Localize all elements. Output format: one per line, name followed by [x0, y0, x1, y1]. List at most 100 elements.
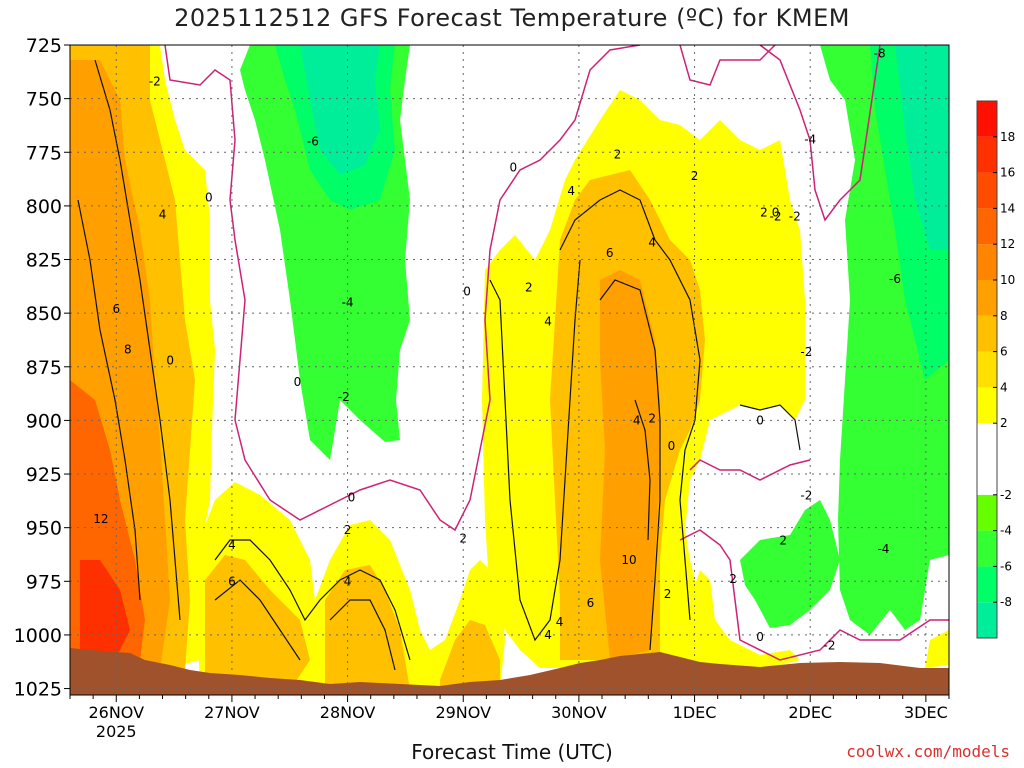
colorbar-tick-label: -2 — [1000, 488, 1012, 502]
x-tick-label: 3DEC — [904, 703, 948, 722]
colorbar-frame — [976, 100, 998, 639]
x-tick-label: 26NOV — [88, 703, 144, 722]
y-tick-label: 725 — [26, 35, 62, 57]
plot-area — [70, 45, 949, 695]
contour-label: -4 — [877, 542, 889, 556]
colorbar: -8 -6 -4 -2 2 4 6 8 10 12 14 16 18 — [976, 100, 1015, 639]
contour-label: 2 — [729, 572, 737, 586]
contour-label: 6 — [112, 302, 120, 316]
colorbar-tick-label: 14 — [1000, 201, 1015, 215]
warm-region-low-4b — [325, 565, 410, 690]
colorbar-tick-label: 10 — [1000, 273, 1015, 287]
colorbar-bin — [977, 244, 997, 280]
warm-region-central-8 — [600, 270, 660, 660]
contour-label: 10 — [621, 553, 636, 567]
contour-label: 4 — [159, 207, 167, 221]
y-tick-label: 825 — [26, 250, 62, 272]
y-tick-label: 1025 — [14, 679, 62, 701]
colorbar-bin — [977, 315, 997, 352]
y-tick-label: 975 — [26, 571, 62, 593]
contour-label: -2 — [770, 210, 782, 224]
contour-label: 2 — [648, 411, 656, 425]
contour-label: 4 — [648, 235, 656, 249]
colorbar-bin — [977, 208, 997, 245]
contour-label: 12 — [93, 512, 108, 526]
contour-label: 4 — [633, 413, 641, 427]
x-tick-label: 29NOV — [435, 703, 491, 722]
contour-label: 8 — [124, 343, 132, 357]
x-axis-title: Forecast Time (UTC) — [411, 740, 613, 764]
contour-label: 0 — [205, 190, 213, 204]
colorbar-bin — [977, 566, 997, 603]
y-tick-label: 850 — [26, 303, 62, 325]
ground-terrain — [70, 648, 949, 695]
colorbar-tick-label: 8 — [1000, 309, 1008, 323]
colorbar-bin — [977, 494, 997, 531]
contour-label: 0 — [668, 439, 676, 453]
y-tick-label: 775 — [26, 142, 62, 164]
contour-label: 2 — [525, 280, 533, 294]
contour-label: -2 — [338, 390, 350, 404]
colorbar-bin — [977, 351, 997, 388]
contour-label: -4 — [342, 295, 354, 309]
contour-label: -2 — [800, 488, 812, 502]
contour-label: -8 — [874, 47, 886, 61]
x-tick-label: 27NOV — [204, 703, 260, 722]
y-tick-label: 950 — [26, 518, 62, 540]
y-tick-label: 925 — [26, 464, 62, 486]
contour-label: -2 — [800, 345, 812, 359]
y-axis: 725 750 775 800 825 850 875 900 925 950 975 1000 102… — [14, 35, 70, 701]
contour-label: -6 — [307, 135, 319, 149]
warm-region-bottom-right — [690, 570, 800, 670]
y-tick-label: 750 — [26, 89, 62, 111]
colorbar-tick-label: -4 — [1000, 524, 1012, 538]
contour-label: -6 — [889, 272, 901, 286]
contour-label: 4 — [228, 538, 236, 552]
contour-labels: -8-2-6 -4-2 -2-6-4-2-2-2-4-200000000002222… — [93, 47, 901, 653]
contour-label: 2 — [691, 169, 699, 183]
warm-region-low-4c — [440, 620, 500, 690]
chart-title: 2025112512 GFS Forecast Temperature (ºC)… — [174, 4, 850, 32]
colorbar-tick-label: -6 — [1000, 559, 1012, 573]
colorbar-bin — [977, 423, 997, 495]
contour-label: 4 — [567, 184, 575, 198]
y-tick-label: 900 — [26, 410, 62, 432]
contour-label: 4 — [544, 628, 552, 642]
contour-label: 2 — [614, 147, 622, 161]
colorbar-tick-label: 12 — [1000, 237, 1015, 251]
contour-label: 2 — [779, 534, 787, 548]
contour-label: 2 — [459, 531, 467, 545]
contour-label: 2 — [760, 205, 768, 219]
colorbar-tick-label: -8 — [1000, 595, 1012, 609]
colorbar-tick-label: 18 — [1000, 130, 1015, 144]
contour-label: -2 — [824, 639, 836, 653]
contour-label: 4 — [544, 315, 552, 329]
temperature-contours — [77, 59, 801, 671]
colorbar-tick-label: 2 — [1000, 416, 1008, 430]
contour-label: 0 — [756, 630, 764, 644]
colorbar-bin — [977, 136, 997, 173]
contour-label: -2 — [149, 74, 161, 88]
x-tick-sublabel: 2025 — [96, 722, 137, 741]
contour-label: 6 — [228, 574, 236, 588]
cold-region-east-coldest — [895, 45, 949, 250]
cold-region-low — [740, 500, 840, 628]
contour-label: 0 — [166, 353, 174, 367]
colorbar-bin — [977, 172, 997, 209]
freezing-contours — [164, 45, 949, 661]
contour-label: 0 — [510, 160, 518, 174]
warm-region-low-4 — [205, 555, 310, 690]
contour-label: 0 — [294, 375, 302, 389]
warm-region-far-right — [925, 630, 949, 668]
site-credit[interactable]: coolwx.com/models — [846, 742, 1010, 761]
x-tick-label: 1DEC — [673, 703, 717, 722]
colorbar-tick-label: 16 — [1000, 166, 1015, 180]
colorbar-tick-label: 6 — [1000, 345, 1008, 359]
colorbar-bin — [977, 602, 997, 638]
contour-label: 4 — [556, 615, 564, 629]
cold-region-coldest — [300, 45, 380, 175]
colorbar-bin — [977, 101, 997, 137]
contour-label: 6 — [606, 246, 614, 260]
